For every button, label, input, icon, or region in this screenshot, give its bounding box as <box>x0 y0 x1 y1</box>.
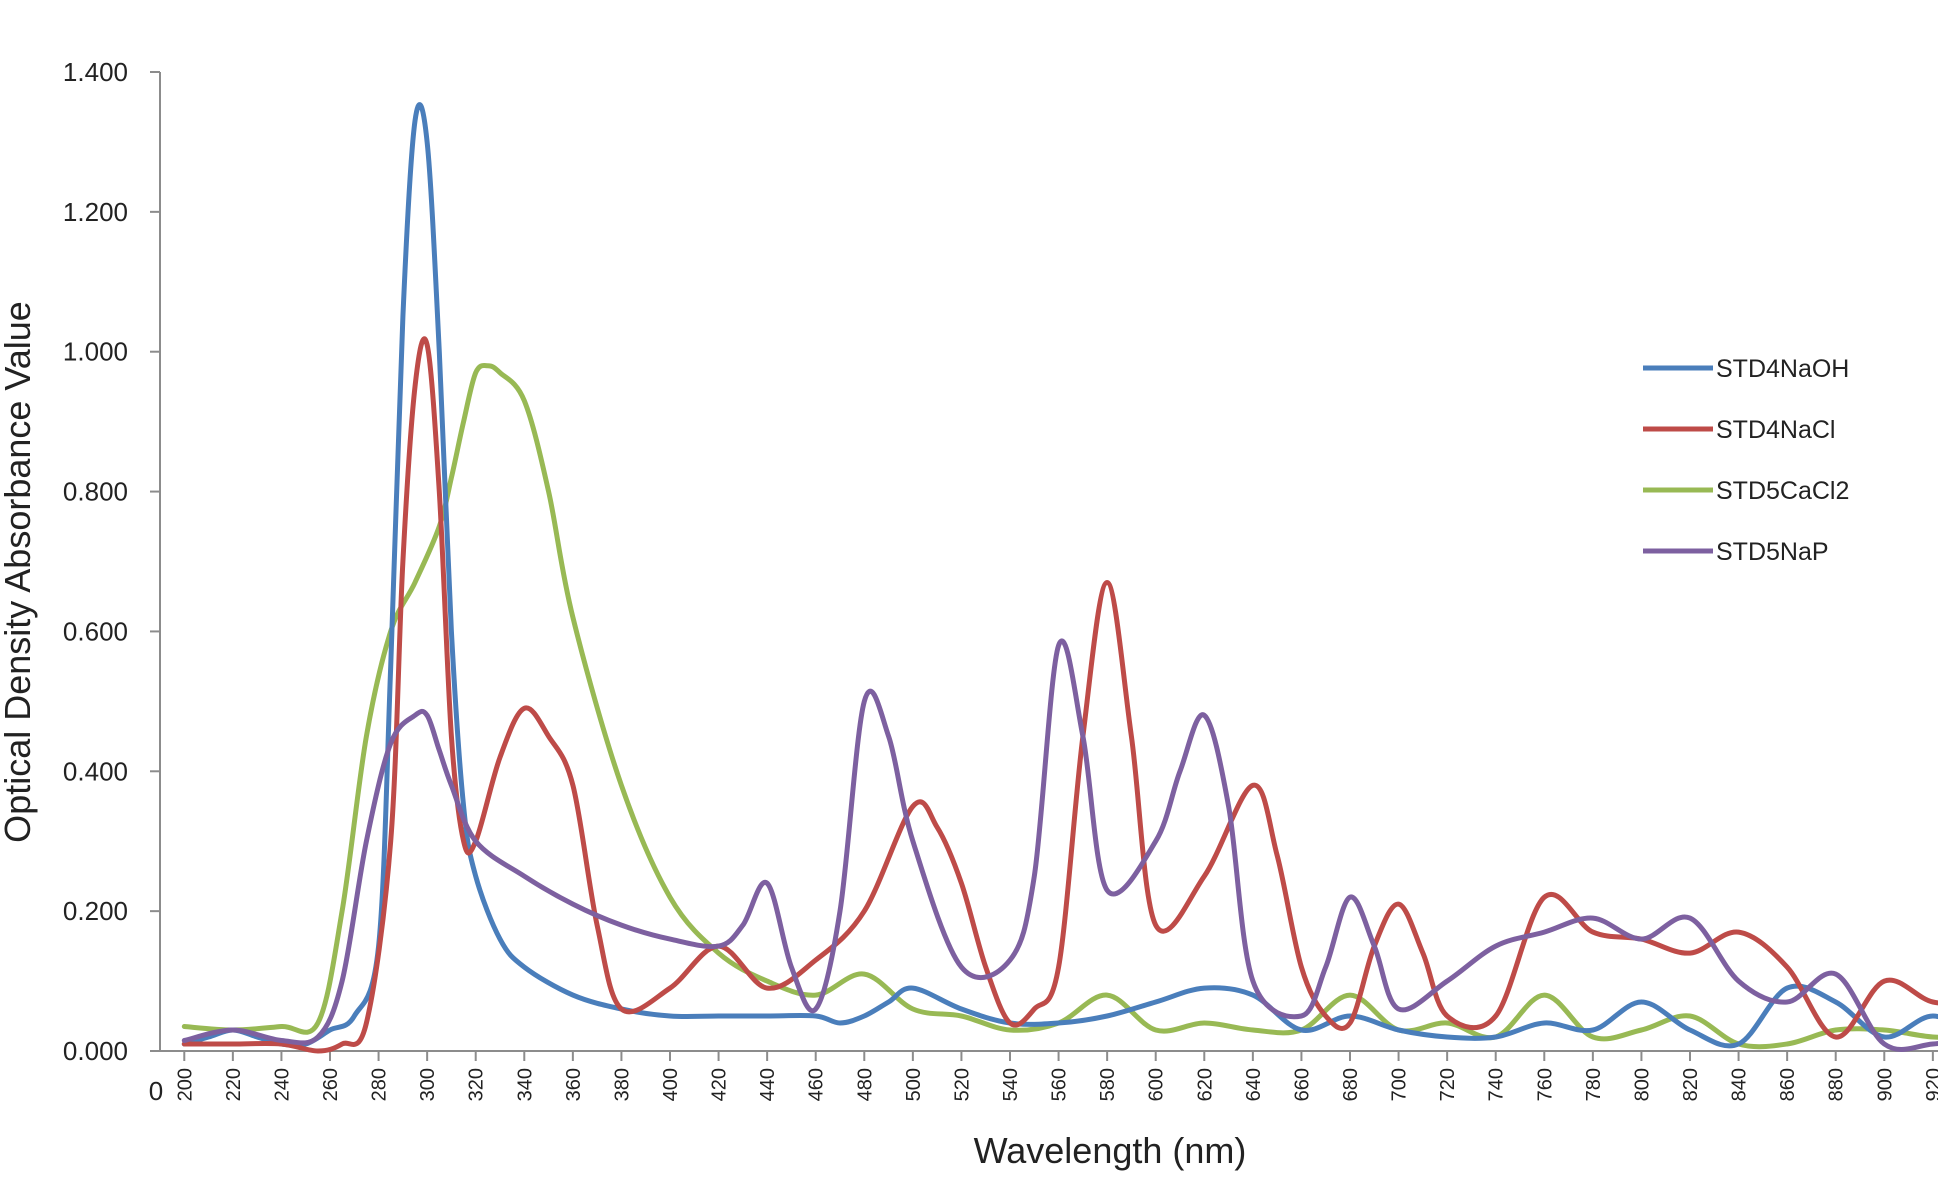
x-tick-label: 460 <box>806 1068 828 1101</box>
x-origin-label: 0 <box>149 1076 163 1106</box>
x-tick-label: 420 <box>709 1068 731 1101</box>
y-tick-label: 1.000 <box>63 337 128 367</box>
y-ticks: 0.000 0.200 0.400 0.600 0.800 1.000 1.200 1.400 <box>63 57 160 1066</box>
x-tick-label: 440 <box>757 1068 779 1101</box>
x-ticks: 0 200 220 240 260 280 300 320 340 360 380 400 420 440… <box>149 1051 1938 1106</box>
x-tick-label: 840 <box>1729 1068 1751 1101</box>
series-line-std5nap <box>181 638 1938 1052</box>
x-tick-label: 580 <box>1097 1068 1119 1101</box>
x-axis-title: Wavelength (nm) <box>974 1130 1247 1171</box>
series-lines <box>181 102 1938 1054</box>
x-tick-label: 780 <box>1583 1068 1605 1101</box>
x-tick-label: 240 <box>271 1068 293 1101</box>
x-tick-label: 560 <box>1049 1068 1071 1101</box>
x-tick-label: 500 <box>903 1068 925 1101</box>
x-tick-label: 680 <box>1340 1068 1362 1101</box>
x-tick-label: 900 <box>1874 1068 1896 1101</box>
x-tick-label: 700 <box>1389 1068 1411 1101</box>
x-tick-label: 740 <box>1486 1068 1508 1101</box>
x-tick-label: 340 <box>514 1068 536 1101</box>
x-tick-label: 280 <box>369 1068 391 1101</box>
x-tick-label: 320 <box>466 1068 488 1101</box>
x-tick-label: 760 <box>1534 1068 1556 1101</box>
x-tick-label: 860 <box>1777 1068 1799 1101</box>
legend-label: STD5CaCl2 <box>1716 477 1849 505</box>
legend-label: STD4NaOH <box>1716 355 1849 383</box>
y-tick-label: 0.000 <box>63 1036 128 1066</box>
legend-label: STD4NaCl <box>1716 416 1835 444</box>
y-tick-label: 0.800 <box>63 477 128 507</box>
x-tick-label: 200 <box>174 1068 196 1101</box>
series-line-std4naoh <box>181 102 1938 1049</box>
x-tick-label: 520 <box>951 1068 973 1101</box>
legend: STD4NaOH STD4NaCl STD5CaCl2 STD5NaP <box>1643 355 1849 566</box>
y-tick-label: 0.400 <box>63 756 128 786</box>
x-tick-label: 220 <box>223 1068 245 1101</box>
x-tick-label: 260 <box>320 1068 342 1101</box>
series-line-std5cacl2 <box>181 362 1938 1050</box>
y-tick-label: 1.400 <box>63 57 128 87</box>
x-tick-label: 800 <box>1631 1068 1653 1101</box>
x-tick-label: 540 <box>1000 1068 1022 1101</box>
x-tick-label: 400 <box>660 1068 682 1101</box>
y-tick-label: 0.200 <box>63 896 128 926</box>
x-tick-label: 660 <box>1291 1068 1313 1101</box>
y-tick-label: 1.200 <box>63 197 128 227</box>
legend-label: STD5NaP <box>1716 538 1829 566</box>
x-tick-label: 920 <box>1923 1068 1938 1101</box>
x-tick-label: 620 <box>1194 1068 1216 1101</box>
x-tick-label: 640 <box>1243 1068 1265 1101</box>
y-tick-label: 0.600 <box>63 616 128 646</box>
x-tick-label: 360 <box>563 1068 585 1101</box>
x-tick-label: 880 <box>1826 1068 1848 1101</box>
x-tick-label: 480 <box>854 1068 876 1101</box>
series-line-std4nacl <box>181 336 1938 1054</box>
y-axis-title: Optical Density Absorbance Value <box>0 301 38 843</box>
x-tick-label: 820 <box>1680 1068 1702 1101</box>
x-tick-label: 600 <box>1146 1068 1168 1101</box>
x-tick-label: 380 <box>611 1068 633 1101</box>
x-tick-label: 300 <box>417 1068 439 1101</box>
x-tick-label: 720 <box>1437 1068 1459 1101</box>
